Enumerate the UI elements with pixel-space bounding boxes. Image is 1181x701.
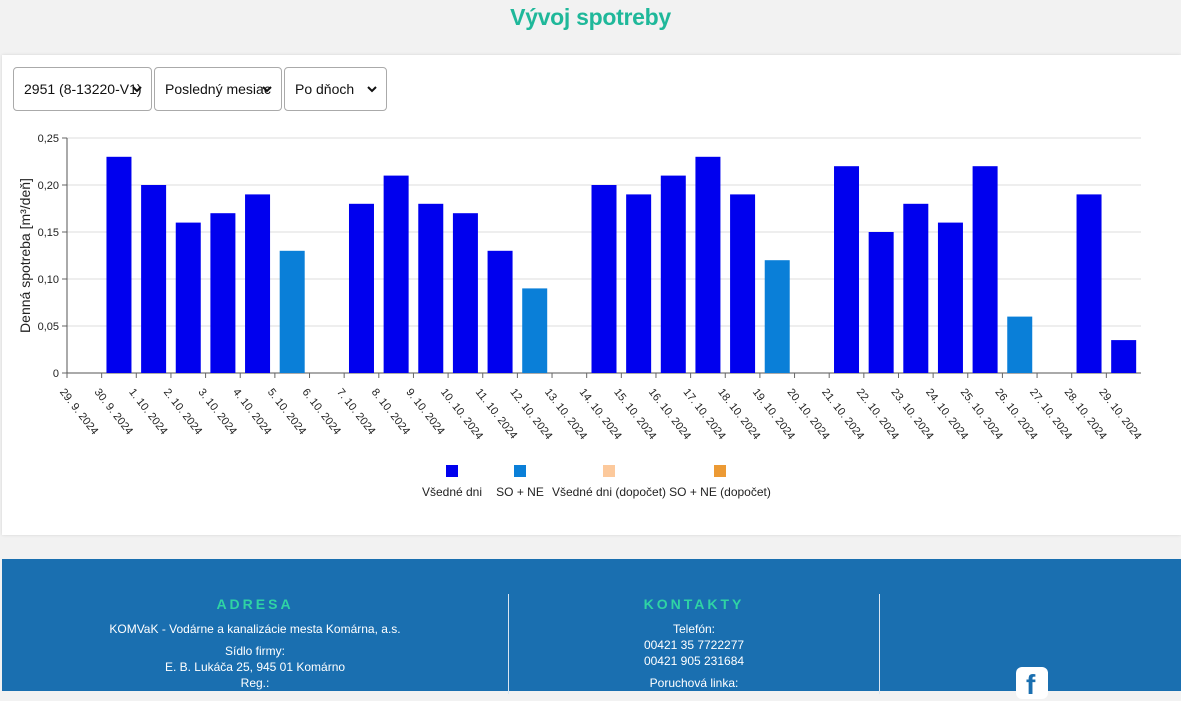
y-tick-label: 0,15 (38, 227, 59, 239)
emergency-label: Poruchová linka: (649, 676, 739, 690)
seat-label: Sídlo firmy: (224, 644, 285, 658)
granularity-select-value: Po dňoch (295, 81, 355, 97)
meter-select[interactable]: 2951 (8-13220-V1) (13, 67, 152, 111)
y-tick-label: 0,25 (38, 133, 59, 145)
y-tick-label: 0,10 (38, 274, 59, 286)
bar (418, 203, 444, 373)
footer: ADRESA KOMVaK - Vodárne a kanalizácie me… (2, 559, 1181, 700)
legend-item[interactable]: Všedné dni (382, 465, 522, 499)
page-title: Vývoj spotreby (510, 4, 671, 30)
bar (210, 213, 236, 373)
period-select-value: Posledný mesiac (165, 81, 271, 97)
phone-1[interactable]: 00421 35 7722277 (643, 638, 745, 652)
seat-value: E. B. Lukáča 25, 945 01 Komárno (164, 660, 346, 674)
bar (834, 166, 860, 373)
chevron-down-icon (367, 86, 377, 93)
phone-2[interactable]: 00421 905 231684 (643, 654, 745, 668)
bar (245, 194, 271, 373)
legend-item[interactable]: SO + NE (450, 465, 590, 499)
company-name: KOMVaK - Vodárne a kanalizácie mesta Kom… (109, 622, 401, 636)
legend-swatch (514, 465, 526, 477)
y-axis-label: Denná spotreba [m³/deň] (17, 178, 33, 333)
y-tick-label: 0,20 (38, 180, 59, 192)
bar (764, 260, 790, 373)
bar (348, 203, 374, 373)
contacts-heading: KONTAKTY (643, 596, 745, 612)
bar (106, 156, 132, 373)
period-select[interactable]: Posledný mesiac (154, 67, 282, 111)
bar (937, 222, 963, 373)
chart-legend: Všedné dni SO + NE Všedné dni (dopočet) SO … (2, 465, 1181, 515)
facebook-icon[interactable]: f (1016, 667, 1048, 700)
bar (487, 250, 513, 373)
bar (1111, 340, 1137, 373)
bar (141, 185, 167, 373)
bar (522, 288, 548, 373)
legend-swatch (603, 465, 615, 477)
bar (626, 194, 652, 373)
legend-item[interactable]: SO + NE (dopočet) (650, 465, 790, 499)
y-tick-label: 0 (53, 368, 59, 380)
chevron-down-icon (132, 86, 142, 93)
bar (591, 185, 617, 373)
phone-label: Telefón: (672, 622, 716, 636)
legend-label: Všedné dni (421, 485, 483, 499)
bar (695, 156, 721, 373)
bar (383, 175, 409, 373)
chart-card: 2951 (8-13220-V1) Posledný mesiac Po dňo… (2, 55, 1181, 535)
legend-label: Všedné dni (dopočet) (551, 485, 667, 499)
bar (903, 203, 929, 373)
legend-item[interactable]: Všedné dni (dopočet) (539, 465, 679, 499)
bar (279, 250, 305, 373)
footer-contacts: KONTAKTY Telefón: 00421 35 7722277 00421… (509, 559, 879, 691)
legend-label: SO + NE (dopočet) (669, 485, 771, 499)
reg-label: Reg.: (240, 676, 270, 690)
meter-select-value: 2951 (8-13220-V1) (24, 81, 142, 97)
footer-divider (879, 594, 880, 694)
legend-label: SO + NE (496, 485, 544, 499)
bar (1007, 316, 1033, 373)
bar (730, 194, 756, 373)
y-tick-label: 0,05 (38, 321, 59, 333)
footer-divider (508, 594, 509, 694)
bar (452, 213, 478, 373)
legend-swatch (446, 465, 458, 477)
address-heading: ADRESA (216, 596, 294, 612)
bar (175, 222, 201, 373)
bar (660, 175, 686, 373)
consumption-chart: 0 0,05 0,10 0,15 0,20 0,25 Denná spotreba [m³/… (17, 133, 1143, 442)
bar (1076, 194, 1102, 373)
legend-swatch (714, 465, 726, 477)
bar (972, 166, 998, 373)
granularity-select[interactable]: Po dňoch (284, 67, 387, 111)
footer-address: ADRESA KOMVaK - Vodárne a kanalizácie me… (2, 559, 508, 691)
chevron-down-icon (262, 86, 272, 93)
bar (868, 232, 894, 373)
